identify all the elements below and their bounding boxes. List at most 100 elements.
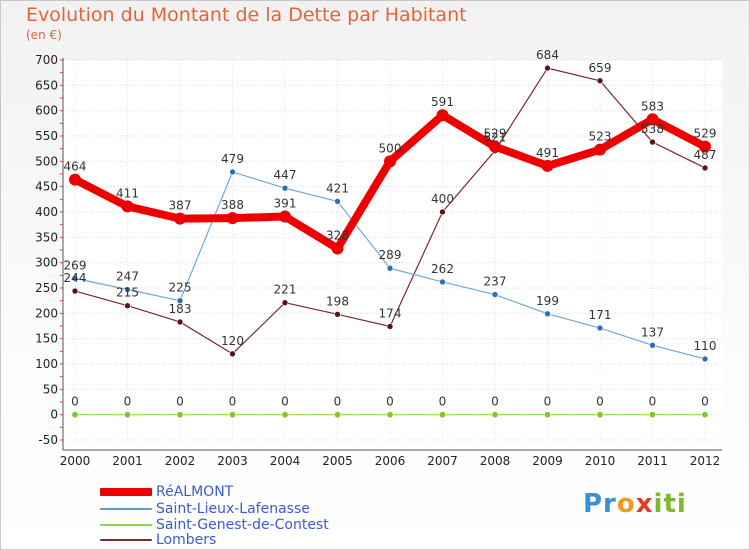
x-tick-label: 2005 xyxy=(322,454,353,468)
data-label-saint-lieux-lafenasse: 479 xyxy=(221,152,244,166)
data-point-realmont xyxy=(331,242,344,255)
data-label-saint-genest-de-contest: 0 xyxy=(649,395,657,409)
data-point-lombers xyxy=(124,302,131,310)
data-point-saint-lieux-lafenasse xyxy=(71,275,79,282)
data-label-saint-lieux-lafenasse: 447 xyxy=(274,168,297,182)
x-tick-label: 2010 xyxy=(585,454,616,468)
x-tick-label: 2001 xyxy=(112,454,143,468)
data-label-realmont: 491 xyxy=(536,146,559,160)
data-label-lombers: 487 xyxy=(694,148,717,162)
data-point-realmont xyxy=(384,155,396,168)
data-point-lombers xyxy=(229,350,236,358)
data-label-saint-lieux-lafenasse: 247 xyxy=(116,270,139,284)
data-label-saint-genest-de-contest: 0 xyxy=(596,395,604,409)
data-label-realmont: 529 xyxy=(484,127,507,141)
data-point-saint-lieux-lafenasse xyxy=(439,278,446,286)
data-label-realmont: 500 xyxy=(379,141,402,155)
y-tick-label: -50 xyxy=(38,433,58,447)
data-point-realmont xyxy=(541,159,554,172)
data-label-saint-genest-de-contest: 0 xyxy=(229,395,237,409)
x-tick-label: 2002 xyxy=(165,454,196,468)
data-label-lombers: 120 xyxy=(221,334,244,348)
data-point-saint-lieux-lafenasse xyxy=(124,286,131,293)
data-point-saint-genest-de-contest xyxy=(543,411,551,419)
data-label-realmont: 387 xyxy=(169,199,192,213)
data-point-lombers xyxy=(176,318,184,326)
data-point-saint-genest-de-contest xyxy=(176,411,184,419)
legend-label-realmont: RéALMONT xyxy=(156,484,234,500)
data-point-saint-lieux-lafenasse xyxy=(176,297,184,304)
y-tick-label: 550 xyxy=(35,129,58,143)
data-label-lombers: 659 xyxy=(589,61,612,75)
data-label-saint-genest-de-contest: 0 xyxy=(334,395,342,409)
data-point-saint-lieux-lafenasse xyxy=(649,341,656,349)
legend-swatch-saint-genest-de-contest xyxy=(100,524,152,526)
data-label-lombers: 183 xyxy=(169,302,192,316)
x-tick-label: 2006 xyxy=(375,454,406,468)
data-label-saint-genest-de-contest: 0 xyxy=(491,395,499,409)
data-label-saint-lieux-lafenasse: 199 xyxy=(536,294,559,308)
y-tick-label: 0 xyxy=(50,408,58,422)
y-tick-label: 450 xyxy=(35,180,58,194)
x-tick-label: 2003 xyxy=(217,454,248,468)
data-label-saint-lieux-lafenasse: 289 xyxy=(379,248,402,262)
data-point-lombers xyxy=(334,311,341,318)
data-point-saint-genest-de-contest xyxy=(386,411,394,419)
data-point-saint-genest-de-contest xyxy=(281,411,289,419)
data-point-lombers xyxy=(701,164,709,172)
data-point-saint-genest-de-contest xyxy=(648,411,656,419)
legend-label-saint-genest-de-contest: Saint-Genest-de-Contest xyxy=(156,517,329,533)
legend-label-lombers: Lombers xyxy=(156,532,217,548)
data-point-saint-lieux-lafenasse xyxy=(544,310,551,318)
data-label-lombers: 244 xyxy=(64,271,87,285)
data-label-saint-lieux-lafenasse: 137 xyxy=(641,325,664,339)
x-tick-label: 2011 xyxy=(637,454,668,468)
x-tick-label: 2009 xyxy=(532,454,563,468)
data-point-saint-lieux-lafenasse xyxy=(596,324,604,332)
data-label-lombers: 215 xyxy=(116,286,139,300)
data-point-saint-genest-de-contest xyxy=(701,411,709,419)
data-point-lombers xyxy=(439,208,446,216)
data-point-saint-genest-de-contest xyxy=(124,411,132,419)
y-tick-label: 300 xyxy=(35,256,58,270)
legend-label-saint-lieux-lafenasse: Saint-Lieux-Lafenasse xyxy=(156,501,310,517)
data-point-lombers xyxy=(649,138,656,146)
data-point-saint-lieux-lafenasse xyxy=(491,291,499,298)
data-point-lombers xyxy=(71,287,79,295)
data-point-lombers xyxy=(544,64,551,72)
data-point-saint-genest-de-contest xyxy=(596,411,604,419)
chart-unit-subtitle: (en €) xyxy=(26,28,62,42)
data-label-saint-lieux-lafenasse: 237 xyxy=(484,275,507,289)
legend-swatch-lombers xyxy=(100,539,152,541)
y-tick-label: 650 xyxy=(35,78,58,92)
data-label-realmont: 388 xyxy=(221,198,244,212)
x-tick-label: 2012 xyxy=(690,454,721,468)
data-label-saint-genest-de-contest: 0 xyxy=(439,395,447,409)
data-label-realmont: 391 xyxy=(274,197,297,211)
data-point-saint-genest-de-contest xyxy=(491,411,499,419)
proxiti-logo: Proxiti xyxy=(583,489,687,519)
data-label-lombers: 684 xyxy=(536,48,559,62)
y-tick-label: 100 xyxy=(35,357,58,371)
data-label-saint-genest-de-contest: 0 xyxy=(544,395,552,409)
data-label-saint-genest-de-contest: 0 xyxy=(124,395,132,409)
data-label-saint-genest-de-contest: 0 xyxy=(701,395,709,409)
y-tick-label: 500 xyxy=(35,154,58,168)
data-point-lombers xyxy=(386,323,394,330)
data-label-realmont: 328 xyxy=(326,228,349,242)
data-label-saint-lieux-lafenasse: 262 xyxy=(431,262,454,276)
data-point-realmont xyxy=(279,210,291,223)
y-tick-label: 50 xyxy=(43,382,58,396)
y-tick-label: 350 xyxy=(35,230,58,244)
data-label-lombers: 198 xyxy=(326,294,349,308)
data-label-realmont: 523 xyxy=(589,130,612,144)
x-tick-label: 2008 xyxy=(480,454,511,468)
data-point-realmont xyxy=(646,113,659,126)
data-label-lombers: 221 xyxy=(274,283,297,297)
data-point-saint-genest-de-contest xyxy=(438,411,446,419)
data-label-saint-lieux-lafenasse: 171 xyxy=(589,308,612,322)
data-point-realmont xyxy=(121,200,134,213)
chart-title: Evolution du Montant de la Dette par Hab… xyxy=(26,4,467,26)
y-tick-label: 400 xyxy=(35,205,58,219)
data-point-saint-lieux-lafenasse xyxy=(386,264,394,272)
